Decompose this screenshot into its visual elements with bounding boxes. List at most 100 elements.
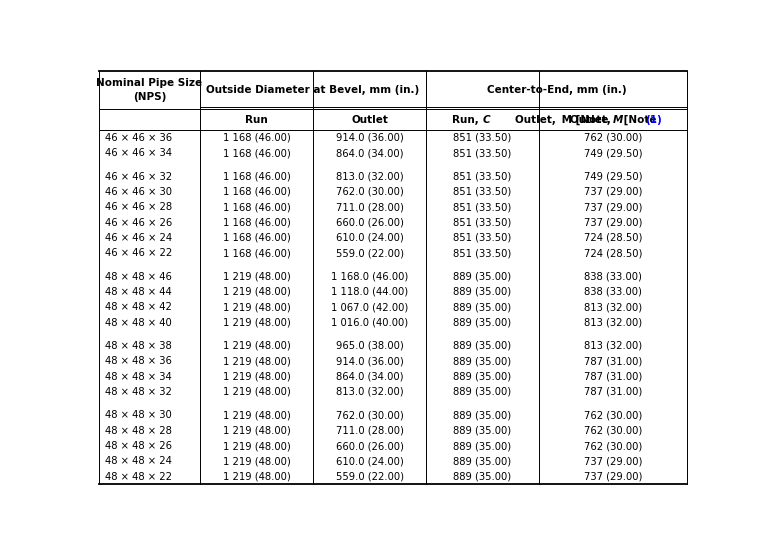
Text: 1 168 (46.00): 1 168 (46.00) [222, 248, 291, 258]
Text: Center-to-End, mm (in.): Center-to-End, mm (in.) [487, 85, 627, 95]
Text: 838 (33.00): 838 (33.00) [584, 272, 642, 282]
Text: 48 × 48 × 22: 48 × 48 × 22 [105, 472, 172, 482]
Text: 889 (35.00): 889 (35.00) [453, 356, 512, 366]
Text: 813.0 (32.00): 813.0 (32.00) [336, 172, 403, 181]
Text: 889 (35.00): 889 (35.00) [453, 456, 512, 466]
Text: 889 (35.00): 889 (35.00) [453, 410, 512, 420]
Text: 48 × 48 × 34: 48 × 48 × 34 [105, 372, 172, 381]
Text: 1 219 (48.00): 1 219 (48.00) [222, 302, 291, 312]
Text: 724 (28.50): 724 (28.50) [584, 248, 643, 258]
Text: 1 168 (46.00): 1 168 (46.00) [222, 218, 291, 227]
Text: 1 168 (46.00): 1 168 (46.00) [222, 172, 291, 181]
Text: 851 (33.50): 851 (33.50) [453, 148, 512, 158]
Text: (1): (1) [645, 115, 661, 124]
Text: Run,: Run, [453, 115, 482, 124]
Text: 1 219 (48.00): 1 219 (48.00) [222, 387, 291, 397]
Text: 762.0 (30.00): 762.0 (30.00) [336, 410, 403, 420]
Text: 762 (30.00): 762 (30.00) [584, 426, 642, 436]
Text: 48 × 48 × 26: 48 × 48 × 26 [105, 441, 172, 451]
Text: 48 × 48 × 30: 48 × 48 × 30 [105, 410, 172, 420]
Text: 737 (29.00): 737 (29.00) [584, 472, 643, 482]
Text: 787 (31.00): 787 (31.00) [584, 356, 642, 366]
Text: 46 × 46 × 34: 46 × 46 × 34 [105, 148, 172, 158]
Text: 737 (29.00): 737 (29.00) [584, 202, 643, 212]
Text: 46 × 46 × 26: 46 × 46 × 26 [105, 218, 172, 227]
Text: 660.0 (26.00): 660.0 (26.00) [336, 441, 403, 451]
Text: 1 219 (48.00): 1 219 (48.00) [222, 356, 291, 366]
Text: 762.0 (30.00): 762.0 (30.00) [336, 187, 403, 197]
Text: 46 × 46 × 22: 46 × 46 × 22 [105, 248, 172, 258]
Text: 838 (33.00): 838 (33.00) [584, 287, 642, 297]
Text: 737 (29.00): 737 (29.00) [584, 218, 643, 227]
Text: 851 (33.50): 851 (33.50) [453, 248, 512, 258]
Text: 48 × 48 × 24: 48 × 48 × 24 [105, 456, 172, 466]
Text: 851 (33.50): 851 (33.50) [453, 133, 512, 143]
Text: 724 (28.50): 724 (28.50) [584, 233, 643, 243]
Text: 46 × 46 × 28: 46 × 46 × 28 [105, 202, 172, 212]
Text: 889 (35.00): 889 (35.00) [453, 302, 512, 312]
Text: 965.0 (38.00): 965.0 (38.00) [336, 341, 403, 351]
Text: 46 × 46 × 36: 46 × 46 × 36 [105, 133, 172, 143]
Text: 851 (33.50): 851 (33.50) [453, 202, 512, 212]
Text: 813 (32.00): 813 (32.00) [584, 302, 642, 312]
Text: 1 016.0 (40.00): 1 016.0 (40.00) [331, 318, 408, 328]
Text: 762 (30.00): 762 (30.00) [584, 410, 642, 420]
Text: 889 (35.00): 889 (35.00) [453, 341, 512, 351]
Text: 787 (31.00): 787 (31.00) [584, 372, 642, 381]
Text: 813 (32.00): 813 (32.00) [584, 341, 642, 351]
Text: 1 168 (46.00): 1 168 (46.00) [222, 187, 291, 197]
Text: 737 (29.00): 737 (29.00) [584, 456, 643, 466]
Text: 46 × 46 × 30: 46 × 46 × 30 [105, 187, 172, 197]
Text: 914.0 (36.00): 914.0 (36.00) [336, 133, 403, 143]
Text: 1 219 (48.00): 1 219 (48.00) [222, 426, 291, 436]
Text: 1 219 (48.00): 1 219 (48.00) [222, 472, 291, 482]
Text: Outside Diameter at Bevel, mm (in.): Outside Diameter at Bevel, mm (in.) [206, 85, 420, 95]
Text: 559.0 (22.00): 559.0 (22.00) [335, 472, 403, 482]
Text: 851 (33.50): 851 (33.50) [453, 172, 512, 181]
Text: Outlet,  M [Note: Outlet, M [Note [515, 115, 612, 125]
Text: M: M [613, 115, 623, 124]
Text: 737 (29.00): 737 (29.00) [584, 187, 643, 197]
Text: 711.0 (28.00): 711.0 (28.00) [336, 426, 403, 436]
Text: Outlet: Outlet [351, 115, 388, 124]
Text: 48 × 48 × 42: 48 × 48 × 42 [105, 302, 172, 312]
Text: 889 (35.00): 889 (35.00) [453, 441, 512, 451]
Text: 660.0 (26.00): 660.0 (26.00) [336, 218, 403, 227]
Text: 1 219 (48.00): 1 219 (48.00) [222, 287, 291, 297]
Text: 889 (35.00): 889 (35.00) [453, 272, 512, 282]
Text: 889 (35.00): 889 (35.00) [453, 287, 512, 297]
Text: 610.0 (24.00): 610.0 (24.00) [336, 233, 403, 243]
Text: 813 (32.00): 813 (32.00) [584, 318, 642, 328]
Text: Outlet,: Outlet, [570, 115, 613, 124]
Text: 559.0 (22.00): 559.0 (22.00) [335, 248, 403, 258]
Text: 1 219 (48.00): 1 219 (48.00) [222, 441, 291, 451]
Text: 762 (30.00): 762 (30.00) [584, 441, 642, 451]
Text: 1 219 (48.00): 1 219 (48.00) [222, 272, 291, 282]
Text: 889 (35.00): 889 (35.00) [453, 318, 512, 328]
Text: 48 × 48 × 40: 48 × 48 × 40 [105, 318, 172, 328]
Text: 889 (35.00): 889 (35.00) [453, 387, 512, 397]
Text: 889 (35.00): 889 (35.00) [453, 472, 512, 482]
Text: 851 (33.50): 851 (33.50) [453, 187, 512, 197]
Text: 889 (35.00): 889 (35.00) [453, 372, 512, 381]
Text: 762 (30.00): 762 (30.00) [584, 133, 642, 143]
Text: 1 118.0 (44.00): 1 118.0 (44.00) [331, 287, 408, 297]
Text: 1 219 (48.00): 1 219 (48.00) [222, 456, 291, 466]
Text: 610.0 (24.00): 610.0 (24.00) [336, 456, 403, 466]
Text: 813.0 (32.00): 813.0 (32.00) [336, 387, 403, 397]
Text: 749 (29.50): 749 (29.50) [584, 148, 643, 158]
Text: 46 × 46 × 24: 46 × 46 × 24 [105, 233, 172, 243]
Text: 1 219 (48.00): 1 219 (48.00) [222, 372, 291, 381]
Text: 787 (31.00): 787 (31.00) [584, 387, 642, 397]
Text: 46 × 46 × 32: 46 × 46 × 32 [105, 172, 172, 181]
Text: 889 (35.00): 889 (35.00) [453, 426, 512, 436]
Text: 1 219 (48.00): 1 219 (48.00) [222, 410, 291, 420]
Text: 914.0 (36.00): 914.0 (36.00) [336, 356, 403, 366]
Text: 1 168 (46.00): 1 168 (46.00) [222, 233, 291, 243]
Text: 1 067.0 (42.00): 1 067.0 (42.00) [331, 302, 408, 312]
Text: 1 168 (46.00): 1 168 (46.00) [222, 133, 291, 143]
Text: 749 (29.50): 749 (29.50) [584, 172, 643, 181]
Text: 48 × 48 × 44: 48 × 48 × 44 [105, 287, 172, 297]
Text: 864.0 (34.00): 864.0 (34.00) [336, 372, 403, 381]
Text: 48 × 48 × 38: 48 × 48 × 38 [105, 341, 172, 351]
